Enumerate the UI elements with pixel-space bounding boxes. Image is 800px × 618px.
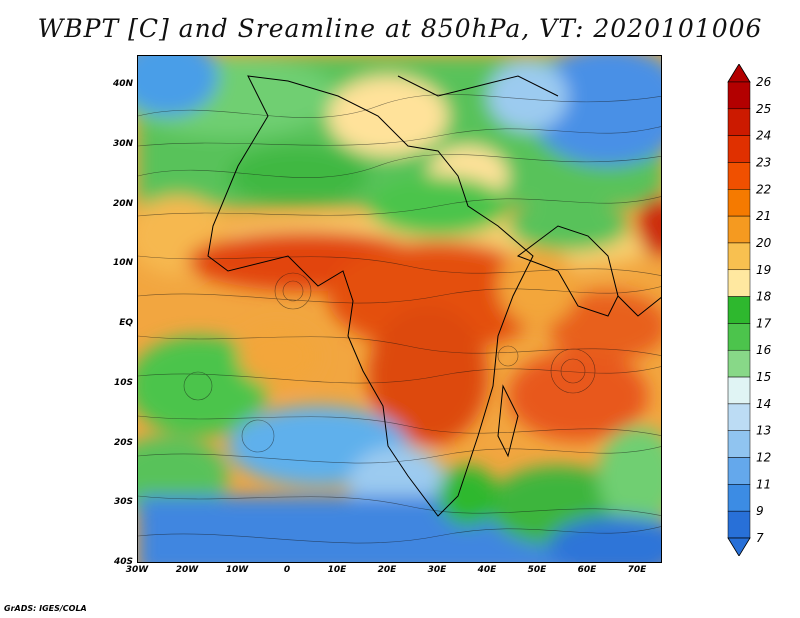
colorbar-bottom-arrow	[727, 537, 751, 556]
colorbar-level-label: 14	[756, 397, 771, 411]
colorbar-swatch	[727, 242, 751, 271]
colorbar-level-label: 17	[756, 316, 772, 330]
colorbar-swatch	[727, 269, 751, 297]
colorbar-swatch	[727, 215, 751, 244]
colorbar-swatch	[727, 403, 751, 431]
colorbar-swatch	[727, 323, 751, 351]
colorbar-level-label: 22	[756, 182, 771, 196]
lon-tick-label: 70E	[627, 565, 647, 575]
colorbar-swatch	[727, 484, 751, 512]
colorbar-level-label: 18	[756, 290, 772, 304]
lon-tick-label: 40E	[477, 565, 497, 575]
colorbar-level-label: 15	[756, 370, 771, 384]
lat-tick-label: 10N	[112, 258, 133, 269]
colorbar-level-label: 12	[756, 451, 771, 465]
lon-tick-label: 20E	[377, 565, 397, 575]
streamlines	[138, 94, 661, 544]
lon-tick-label: 30W	[125, 565, 149, 575]
lon-tick-label: 0	[283, 565, 291, 575]
colorbar-swatch	[727, 457, 751, 485]
lat-tick-label: 40S	[113, 557, 133, 567]
colorbar-level-label: 26	[756, 75, 772, 89]
lat-tick-label: 10S	[113, 377, 133, 388]
colorbar-swatch	[727, 189, 751, 217]
colorbar-level-label: 24	[756, 129, 771, 143]
colorbar-swatch	[727, 108, 751, 136]
lon-tick-label: 50E	[527, 565, 547, 575]
colorbar-swatch	[727, 81, 751, 110]
colorbar-swatch	[727, 510, 751, 539]
wbpt-field-map	[138, 56, 661, 562]
lat-tick-label: 40N	[112, 79, 133, 89]
lon-tick-label: 60E	[577, 565, 597, 575]
lon-tick-label: 10W	[225, 565, 249, 575]
colorbar-swatch	[727, 430, 751, 458]
colorbar-level-label: 13	[756, 424, 771, 438]
colorbar-level-label: 21	[756, 209, 771, 223]
lon-tick-label: 30E	[427, 565, 447, 575]
lat-tick-label: 30N	[112, 138, 133, 149]
colorbar-legend: 26 25 24 23 22 21 20 19 18 17 16 15 14 13 12 11 9 7	[727, 64, 772, 556]
colorbar-swatch	[727, 162, 751, 190]
map-panel	[137, 55, 662, 563]
coastlines	[207, 75, 661, 517]
colorbar-swatch	[727, 349, 751, 378]
lat-tick-label: 20N	[112, 198, 133, 209]
colorbar-level-label: 19	[756, 263, 771, 277]
colorbar-level-label: 23	[756, 155, 771, 169]
lat-tick-label: EQ	[119, 318, 133, 328]
lat-tick-label: 20S	[113, 437, 133, 448]
grads-credit: GrADS: IGES/COLA	[4, 604, 87, 613]
colorbar-level-label: 9	[756, 504, 764, 518]
lon-tick-label: 20W	[175, 565, 199, 575]
lat-tick-label: 30S	[113, 497, 133, 508]
colorbar-swatch	[727, 376, 751, 405]
colorbar-level-label: 7	[756, 531, 764, 545]
colorbar-top-arrow	[727, 64, 751, 83]
lon-tick-label: 10E	[327, 565, 347, 575]
chart-title: WBPT [C] and Sreamline at 850hPa, VT: 20…	[37, 14, 763, 43]
colorbar-level-label: 25	[756, 102, 771, 116]
colorbar-level-label: 11	[756, 477, 771, 491]
colorbar-swatch	[727, 296, 751, 324]
colorbar-swatch	[727, 135, 751, 163]
colorbar-level-label: 16	[756, 343, 772, 357]
colorbar-level-label: 20	[756, 236, 772, 250]
